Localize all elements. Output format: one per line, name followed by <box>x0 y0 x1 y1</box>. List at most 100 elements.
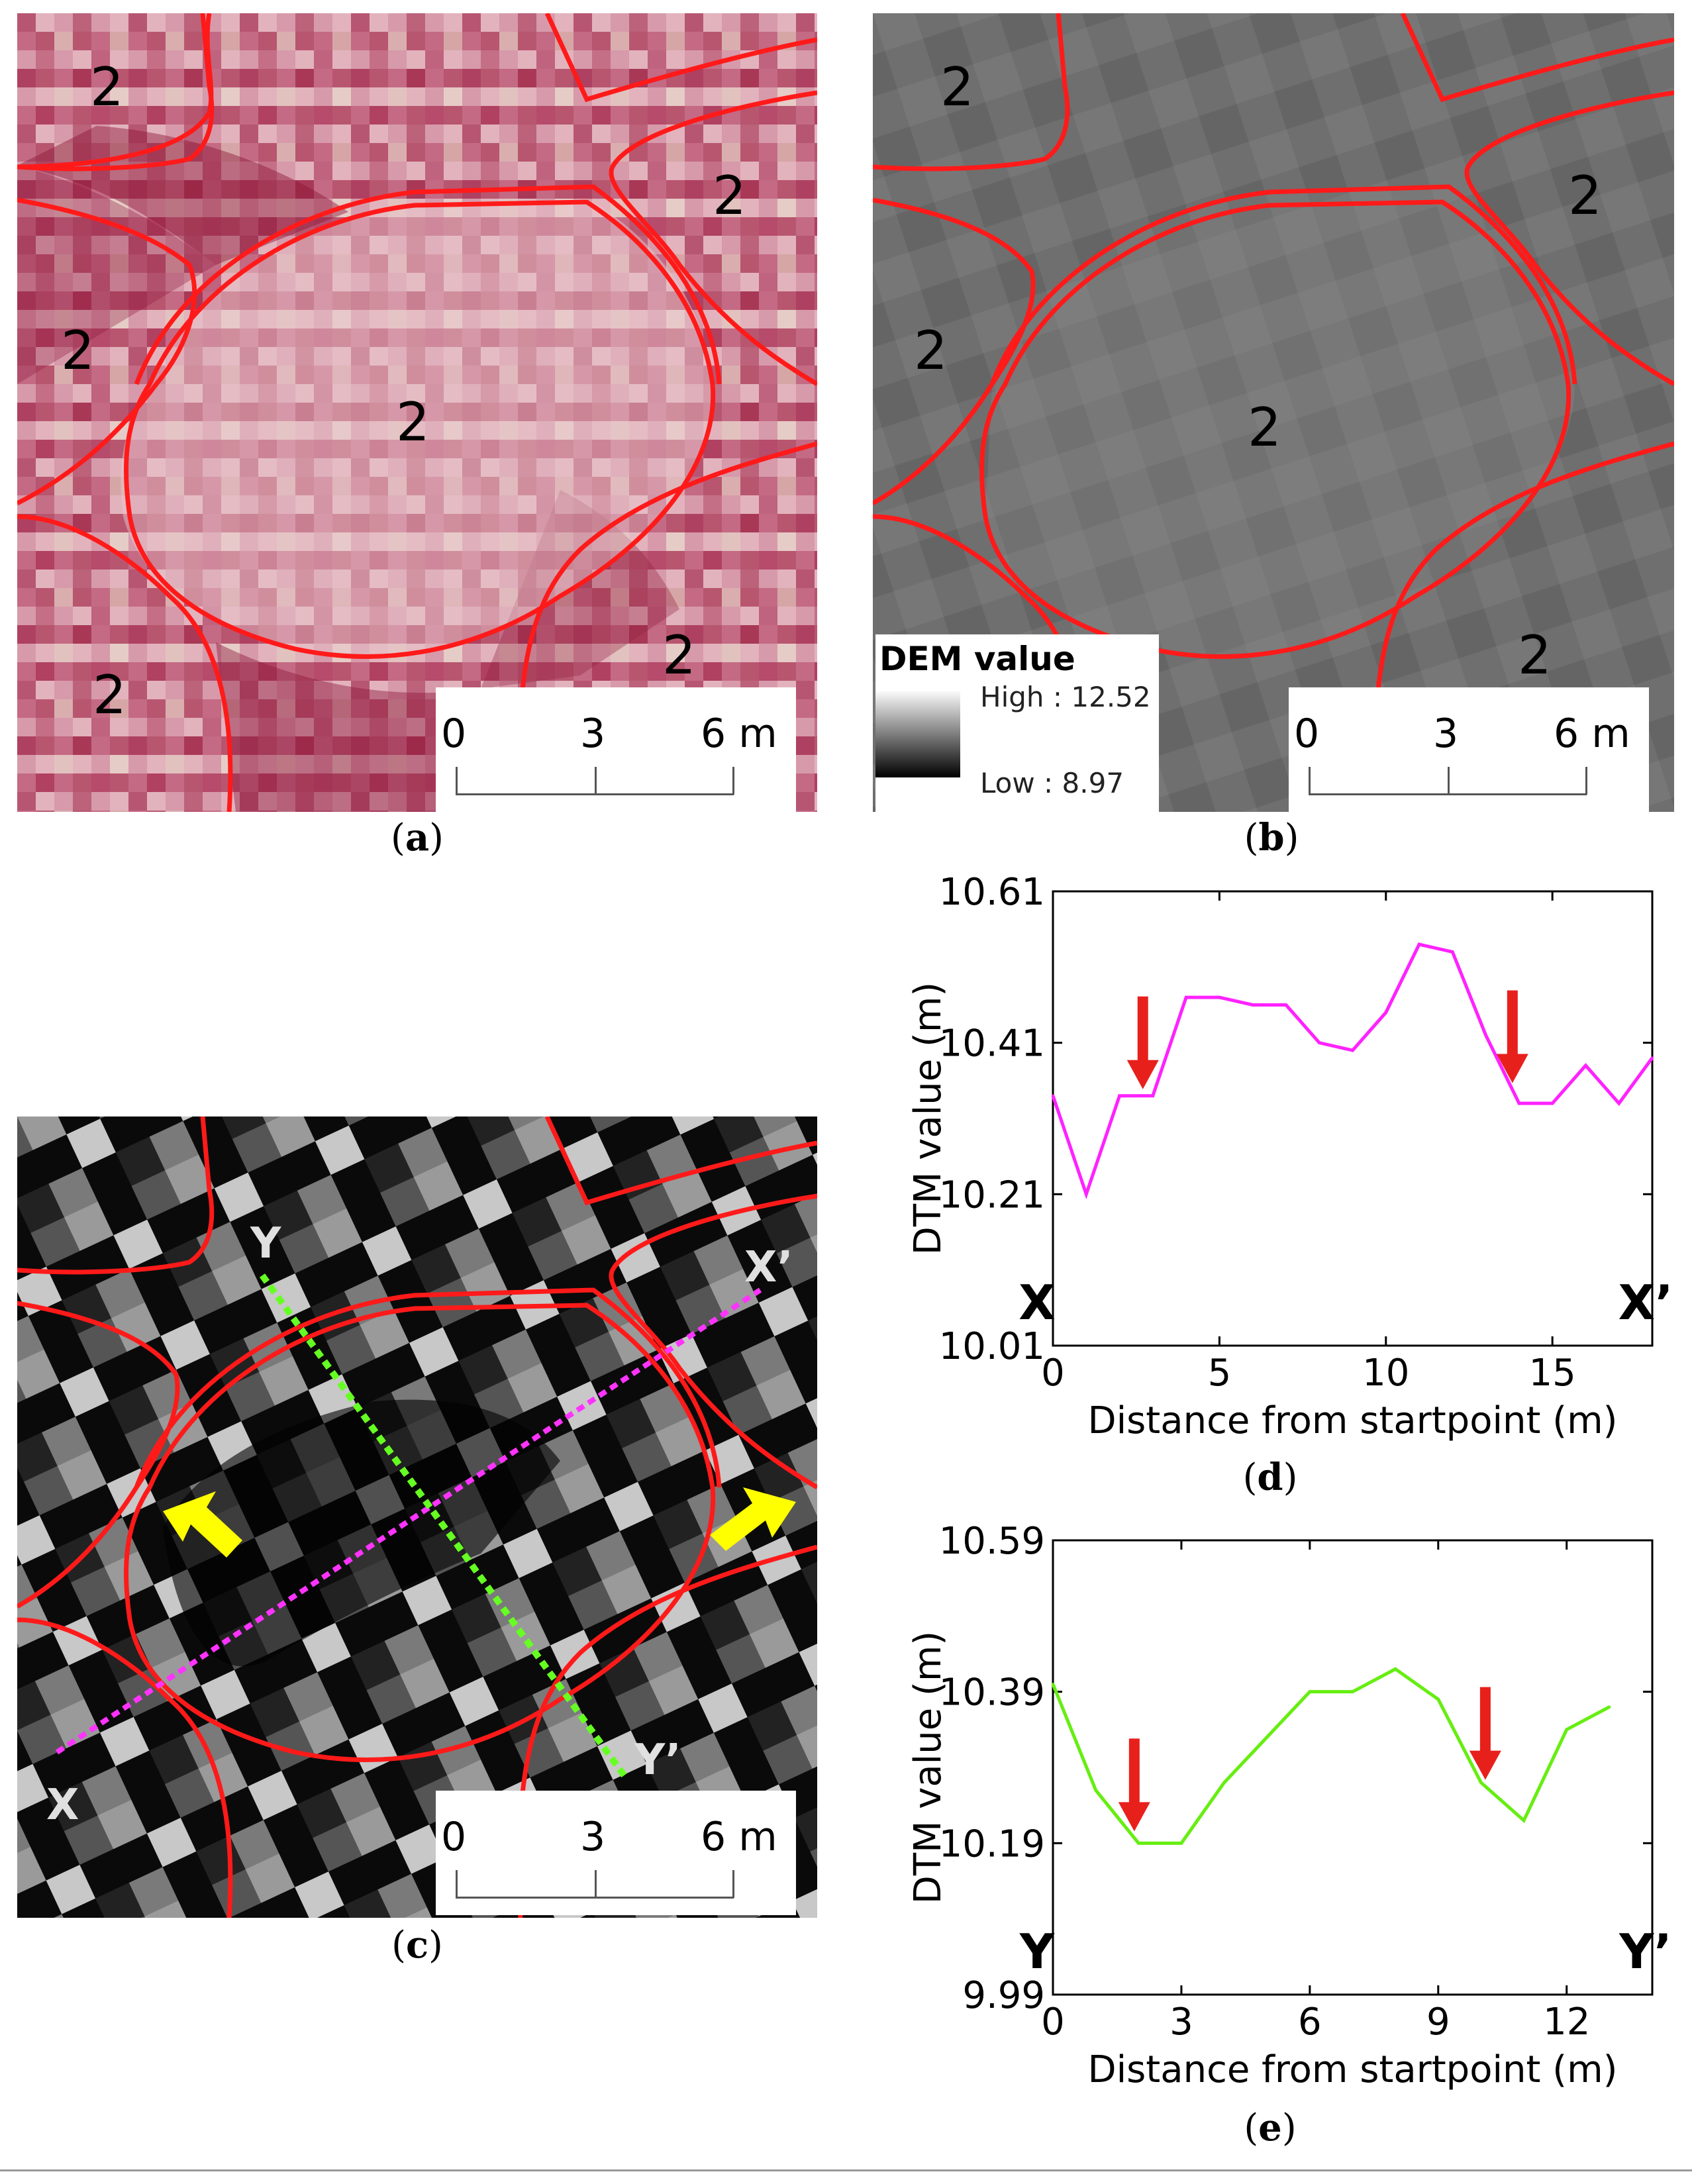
profile-label-y: Y <box>250 1219 281 1268</box>
region-label-2: 2 <box>662 624 696 686</box>
profile-data-point <box>1094 1789 1097 1792</box>
profile-data-point <box>1479 1781 1483 1784</box>
x-axis-label: Distance from startpoint (m) <box>1087 1399 1617 1442</box>
scale-tick-3: 3 <box>580 1814 606 1860</box>
region-label-2: 2 <box>1248 397 1281 458</box>
y-tick-label: 9.99 <box>962 1974 1045 2017</box>
x-axis-label: Distance from startpoint (m) <box>1087 2048 1617 2091</box>
scale-bar: 0 3 6 m <box>436 687 796 812</box>
end-label: Y’ <box>1618 1924 1672 1979</box>
region-label-2: 2 <box>1568 165 1602 226</box>
transect-y <box>259 1273 630 1781</box>
profile-data-point <box>1617 1102 1620 1105</box>
transect-x <box>55 1287 762 1755</box>
profile-data-point <box>1284 1003 1287 1007</box>
panel-c-image: Y X’ Y’ X 0 3 6 m <box>17 1117 817 1918</box>
legend-low: Low : 8.97 <box>980 767 1124 799</box>
plot-frame <box>1052 1539 1654 1996</box>
legend-high: High : 12.52 <box>980 681 1151 713</box>
x-tick-label: 0 <box>1041 2001 1065 2044</box>
end-label: X’ <box>1618 1275 1673 1330</box>
caption-c: (c) <box>391 1923 443 1967</box>
region-label-2: 2 <box>1518 624 1552 686</box>
region-label-2: 2 <box>940 56 974 118</box>
region-label-2: 2 <box>914 320 948 381</box>
scale-bar: 0 3 6 m <box>436 1791 796 1915</box>
profile-label-y-prime: Y’ <box>634 1736 681 1785</box>
yellow-arrow-icon <box>710 1487 796 1551</box>
y-tick-label: 10.41 <box>939 1022 1045 1066</box>
legend-color-ramp <box>875 691 960 777</box>
dem-legend: DEM value High : 12.52 Low : 8.97 <box>875 634 1159 812</box>
y-tick-label: 10.01 <box>939 1325 1045 1368</box>
profile-data-point <box>1318 1041 1321 1044</box>
profile-data-point <box>1218 996 1221 999</box>
panel-b-raster <box>873 13 1674 812</box>
profile-data-point <box>1651 1056 1654 1060</box>
y-tick-label: 10.19 <box>939 1822 1045 1865</box>
profile-data-point <box>1436 1698 1440 1701</box>
x-tick-label: 9 <box>1426 2001 1450 2044</box>
scale-tick-6m: 6 m <box>1554 711 1630 757</box>
profile-label-x: X <box>46 1781 79 1830</box>
profile-data-point <box>1522 1819 1526 1822</box>
profile-data-point <box>1308 1690 1311 1693</box>
profile-data-point <box>1451 950 1454 954</box>
profile-data-point <box>1551 1102 1554 1105</box>
y-tick-label: 10.39 <box>939 1671 1045 1714</box>
scale-tick-3: 3 <box>1433 711 1459 757</box>
profile-data-point <box>1584 1064 1587 1067</box>
red-arrow-icon <box>1469 1687 1501 1780</box>
y-tick-label: 10.61 <box>939 874 1045 914</box>
plot-frame <box>1052 890 1654 1347</box>
x-tick-label: 10 <box>1362 1352 1409 1395</box>
scale-tick-0: 0 <box>1294 711 1320 757</box>
region-label-2: 2 <box>396 391 430 453</box>
region-label-2: 2 <box>93 664 126 726</box>
start-label: Y <box>1019 1924 1055 1979</box>
x-tick-label: 5 <box>1208 1352 1232 1395</box>
panel-b-image: 2 2 2 2 2 DEM value High : 12.52 Low : 8… <box>873 13 1674 812</box>
caption-a: (a) <box>390 816 444 860</box>
y-tick-label: 10.21 <box>939 1173 1045 1216</box>
profile-data-point <box>1565 1728 1568 1731</box>
profile-data-point <box>1351 1049 1354 1052</box>
scale-tick-6m: 6 m <box>701 711 777 757</box>
caption-e: (e) <box>1244 2106 1297 2150</box>
start-label: X <box>1019 1275 1056 1330</box>
profile-data-point <box>1608 1705 1611 1709</box>
scale-tick-0: 0 <box>441 1814 467 1860</box>
caption-d: (d) <box>1242 1456 1298 1499</box>
scale-tick-0: 0 <box>441 711 467 757</box>
profile-data-point <box>1394 1667 1397 1671</box>
profile-data-point <box>1185 996 1188 999</box>
profile-data-point <box>1418 943 1421 946</box>
legend-title: DEM value <box>879 640 1075 678</box>
profile-data-point <box>1484 1034 1487 1037</box>
panel-a-image: 2 2 2 2 2 2 0 3 6 m <box>17 13 817 812</box>
panel-c-raster <box>17 1117 817 1918</box>
profile-series-line <box>1051 1667 1611 1845</box>
profile-data-point <box>1179 1842 1183 1845</box>
x-tick-label: 3 <box>1169 2001 1193 2044</box>
x-tick-label: 12 <box>1543 2001 1590 2044</box>
scale-tick-3: 3 <box>580 711 606 757</box>
yellow-arrow-icon <box>163 1491 242 1558</box>
red-arrow-icon <box>1126 996 1159 1089</box>
y-axis-label: DTM value (m) <box>907 1631 950 1904</box>
region-label-2: 2 <box>90 56 124 118</box>
crown-boundary-a1 <box>17 13 215 172</box>
profile-data-point <box>1137 1842 1140 1845</box>
profile-data-point <box>1052 1683 1054 1686</box>
bottom-rule <box>0 2169 1692 2171</box>
y-tick-label: 10.59 <box>939 1523 1045 1563</box>
profile-data-point <box>1266 1736 1269 1739</box>
profile-data-point <box>1251 1003 1254 1007</box>
profile-data-point <box>1151 1094 1154 1097</box>
profile-data-point <box>1222 1781 1226 1784</box>
x-tick-label: 15 <box>1529 1352 1576 1395</box>
x-tick-label: 0 <box>1041 1352 1065 1395</box>
scale-tick-6m: 6 m <box>701 1814 777 1860</box>
profile-label-x-prime: X’ <box>744 1243 793 1292</box>
